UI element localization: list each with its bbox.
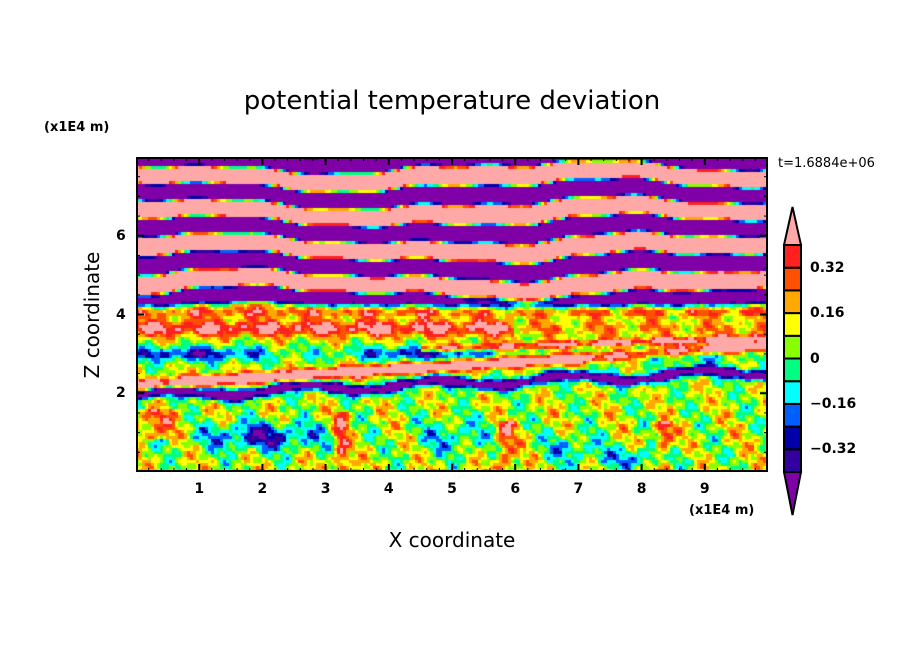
y-tick-label: 4 (116, 306, 126, 323)
colorbar-bin (783, 312, 802, 337)
x-tick-label: 1 (194, 481, 205, 497)
x-tick-label: 6 (510, 481, 521, 497)
chart-title: potential temperature deviation (243, 86, 661, 116)
colorbar-bin (783, 244, 802, 269)
x-tick-label: 3 (320, 481, 331, 497)
x-tick-label: 4 (383, 481, 394, 497)
colorbar-label: −0.16 (810, 395, 857, 412)
x-tick-label: 2 (257, 481, 268, 497)
plot-frame (136, 157, 768, 472)
contour-field (136, 157, 768, 472)
colorbar-label: 0.16 (810, 305, 845, 322)
x-axis-unit: (x1E4 m) (689, 503, 755, 518)
x-tick-label: 9 (699, 481, 710, 497)
colorbar-bin (783, 448, 802, 473)
contour-plot-area (136, 157, 768, 476)
y-tick-label: 2 (116, 385, 126, 402)
colorbar-label: −0.32 (810, 441, 857, 458)
x-axis-label: X coordinate (388, 528, 516, 552)
colorbar-bin (783, 425, 802, 451)
colorbar-bin (783, 380, 802, 405)
colorbar-bin (783, 402, 802, 428)
y-tick-label: 6 (116, 227, 126, 244)
colorbar-extend-min (782, 471, 803, 516)
x-tick-label: 7 (573, 481, 584, 497)
colorbar-bin (783, 266, 802, 292)
x-tick-label: 8 (636, 481, 647, 497)
y-axis-unit: (x1E4 m) (44, 120, 110, 135)
x-tick-label: 5 (447, 481, 457, 497)
colorbar-label: 0.32 (810, 259, 845, 276)
colorbar-bin (783, 289, 802, 315)
colorbar-bin (783, 357, 802, 383)
colorbar-label: 0 (810, 350, 820, 367)
colorbar-bin (783, 334, 802, 360)
colorbar-extend-max (782, 206, 803, 246)
time-label: t=1.6884e+06 (778, 156, 875, 171)
